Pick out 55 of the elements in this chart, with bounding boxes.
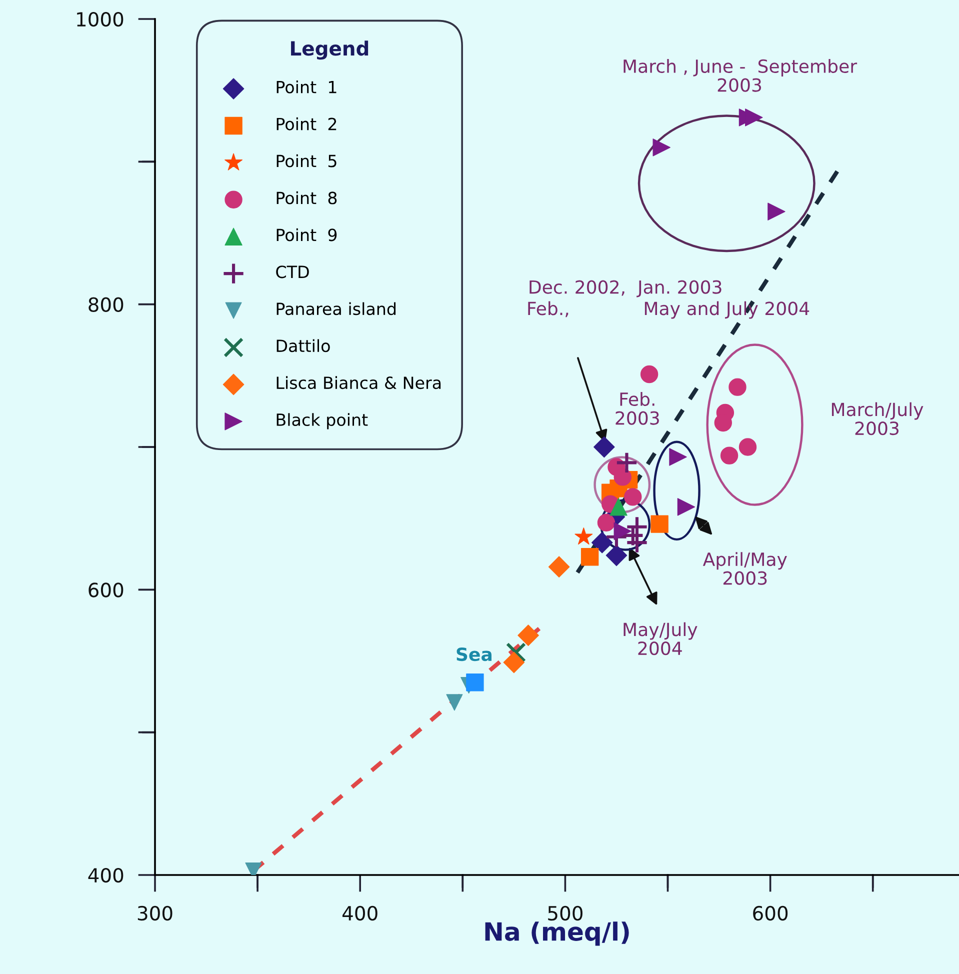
point (728, 378, 746, 396)
point (677, 498, 696, 516)
y-tick-label: 800 (88, 297, 124, 312)
point (466, 674, 484, 692)
legend-label: Point 8 (276, 191, 337, 204)
point (503, 652, 525, 674)
point (640, 365, 658, 384)
point (580, 548, 599, 566)
annotation: Feb. 2003 (616, 392, 659, 425)
legend-label: CTD (276, 266, 309, 278)
point (738, 438, 757, 456)
legend-label: Panarea island (276, 302, 396, 316)
annotation: May and July 2004 (644, 301, 810, 319)
legend-label: Point 5 (276, 154, 336, 168)
point (606, 544, 628, 566)
point (518, 624, 539, 646)
point (591, 532, 613, 554)
legend-label: Point 9 (276, 228, 337, 242)
annotation: April/May 2003 (702, 552, 787, 585)
legend-title: Legend (291, 40, 368, 60)
annotation: Dec. 2002, Jan. 2003 (530, 280, 722, 298)
point (650, 515, 668, 533)
point (652, 138, 670, 156)
legend-label: Dattilo (276, 339, 330, 352)
annotation: Feb., (528, 301, 568, 318)
annotation: Sea (456, 647, 492, 662)
y-tick-label: 600 (88, 582, 124, 598)
point (597, 514, 616, 532)
point (720, 446, 738, 464)
point (506, 642, 526, 662)
point (669, 448, 687, 466)
x-tick-label: 500 (548, 906, 582, 921)
y-tick-label: 1000 (77, 12, 124, 27)
annotation: March/July 2003 (832, 402, 924, 436)
point (768, 202, 786, 220)
x-tick-label: 400 (342, 906, 378, 921)
point (615, 451, 638, 474)
annotation: March , June - September 2003 (624, 59, 858, 92)
legend-label: Lisca Bianca & Nera (276, 376, 441, 390)
x-tick-label: 300 (138, 906, 172, 921)
point (548, 556, 570, 578)
x-tick-label: 600 (753, 906, 788, 921)
point (610, 498, 628, 516)
point (624, 488, 642, 506)
legend-label: Point 1 (276, 80, 336, 94)
legend-label: Black point (276, 413, 368, 430)
y-tick-label: 400 (88, 868, 124, 883)
annotation: May/July 2004 (624, 622, 698, 656)
point (446, 694, 463, 711)
legend-label: Point 2 (276, 117, 336, 130)
x-axis-title: Na (meq/l) (485, 922, 629, 946)
point (594, 436, 615, 458)
point (626, 531, 648, 554)
point (574, 527, 593, 545)
point (745, 108, 763, 126)
